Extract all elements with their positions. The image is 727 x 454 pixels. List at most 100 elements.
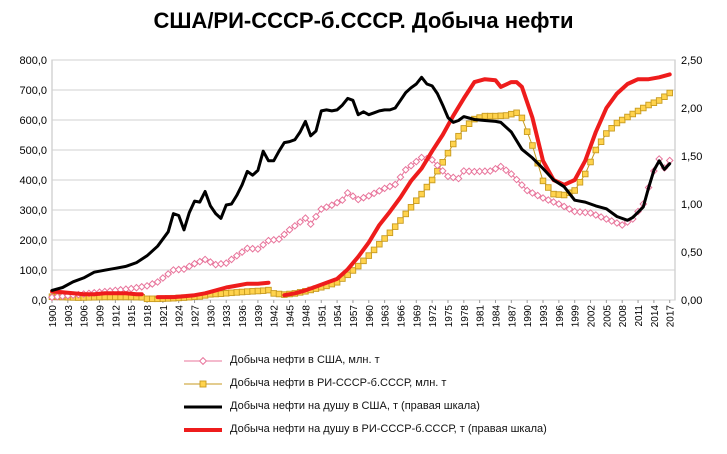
data-point xyxy=(475,167,484,176)
data-point xyxy=(312,212,320,221)
data-point xyxy=(444,172,452,181)
data-point xyxy=(127,284,136,293)
data-point xyxy=(608,124,615,132)
legend-label-ussr-per-capita: Добыча нефти на душу в РИ-СССР-б.СССР, т… xyxy=(230,423,547,435)
data-point xyxy=(296,218,305,226)
x-tick-label: 1999 xyxy=(571,305,582,328)
data-point xyxy=(401,165,410,174)
data-point xyxy=(539,177,547,185)
series-2 xyxy=(50,75,672,292)
data-point xyxy=(412,157,421,166)
data-point xyxy=(265,286,272,294)
data-point xyxy=(666,89,673,97)
data-point xyxy=(544,196,553,204)
data-point xyxy=(376,240,383,248)
data-point xyxy=(407,161,415,170)
data-point xyxy=(602,215,611,223)
y2-tick-label: 1,50 xyxy=(681,151,702,163)
data-point xyxy=(417,153,426,162)
data-point xyxy=(529,142,536,149)
y-tick-label: 400,0 xyxy=(19,175,47,187)
series-line xyxy=(155,280,271,300)
data-point xyxy=(365,252,373,259)
x-tick-label: 1957 xyxy=(349,305,360,328)
x-tick-label: 1963 xyxy=(381,305,392,328)
data-point xyxy=(518,114,526,122)
data-point xyxy=(428,176,436,184)
x-tick-label: 1975 xyxy=(444,305,455,328)
data-point xyxy=(243,244,252,253)
data-point xyxy=(137,282,146,291)
data-point xyxy=(571,187,578,194)
x-tick-label: 2005 xyxy=(602,305,613,328)
data-point xyxy=(512,175,521,184)
legend-swatch-us-production xyxy=(184,356,222,366)
data-point xyxy=(380,184,389,193)
data-point xyxy=(396,173,405,182)
data-point xyxy=(491,164,500,173)
x-tick-label: 2017 xyxy=(666,305,677,328)
data-point xyxy=(248,244,257,253)
data-point xyxy=(280,230,289,239)
data-point xyxy=(217,290,225,297)
data-point xyxy=(603,130,610,137)
data-point xyxy=(143,281,151,290)
data-point xyxy=(386,229,394,237)
data-point xyxy=(502,166,510,175)
data-point xyxy=(450,140,457,148)
data-point xyxy=(618,116,626,124)
data-point xyxy=(565,205,574,213)
legend-item-ussr-production: Добыча нефти в РИ-СССР-б.СССР, млн. т xyxy=(182,375,602,398)
data-point xyxy=(254,287,262,295)
data-point xyxy=(201,255,210,264)
data-point xyxy=(180,265,188,274)
data-point xyxy=(391,180,400,189)
data-point xyxy=(270,290,277,297)
x-tick-label: 1933 xyxy=(222,305,233,328)
series-line xyxy=(146,92,671,300)
data-point xyxy=(554,200,563,208)
x-tick-label: 1996 xyxy=(555,305,566,328)
data-point xyxy=(391,223,399,230)
data-point xyxy=(397,217,404,224)
data-point xyxy=(349,267,357,274)
data-point xyxy=(645,101,652,109)
data-point xyxy=(523,128,531,135)
data-point xyxy=(581,170,589,178)
x-tick-label: 1951 xyxy=(317,305,328,328)
y-tick-label: 600,0 xyxy=(19,115,47,127)
y-tick-label: 300,0 xyxy=(19,205,47,217)
data-point xyxy=(507,170,516,178)
data-point xyxy=(253,245,262,253)
data-point xyxy=(275,235,283,244)
data-point xyxy=(143,295,151,303)
data-point xyxy=(513,109,520,117)
data-point xyxy=(343,188,352,197)
data-point xyxy=(455,132,462,140)
legend-marker xyxy=(198,356,208,366)
data-point xyxy=(370,189,378,198)
data-point xyxy=(587,158,594,166)
x-tick-label: 1990 xyxy=(523,305,534,328)
legend-label-us-production: Добыча нефти в США, млн. т xyxy=(230,354,380,366)
data-point xyxy=(164,270,173,278)
chart-title: США/РИ-СССР-б.СССР. Добыча нефти xyxy=(153,8,574,33)
y-tick-label: 500,0 xyxy=(19,145,47,157)
x-tick-label: 1966 xyxy=(396,305,407,328)
data-point xyxy=(444,149,452,157)
data-point xyxy=(486,167,495,175)
x-tick-label: 1960 xyxy=(365,305,376,328)
data-point xyxy=(301,214,310,223)
data-point xyxy=(317,205,326,214)
data-point xyxy=(449,173,458,182)
data-point xyxy=(238,248,246,256)
data-point xyxy=(407,204,415,211)
y2-tick-label: 2,00 xyxy=(681,103,702,115)
x-tick-label: 1921 xyxy=(159,305,170,328)
data-point xyxy=(550,190,557,198)
series-3 xyxy=(50,72,672,300)
y2-tick-label: 0,00 xyxy=(681,295,702,307)
data-point xyxy=(629,110,637,118)
data-point xyxy=(227,255,236,264)
data-point xyxy=(338,196,347,205)
